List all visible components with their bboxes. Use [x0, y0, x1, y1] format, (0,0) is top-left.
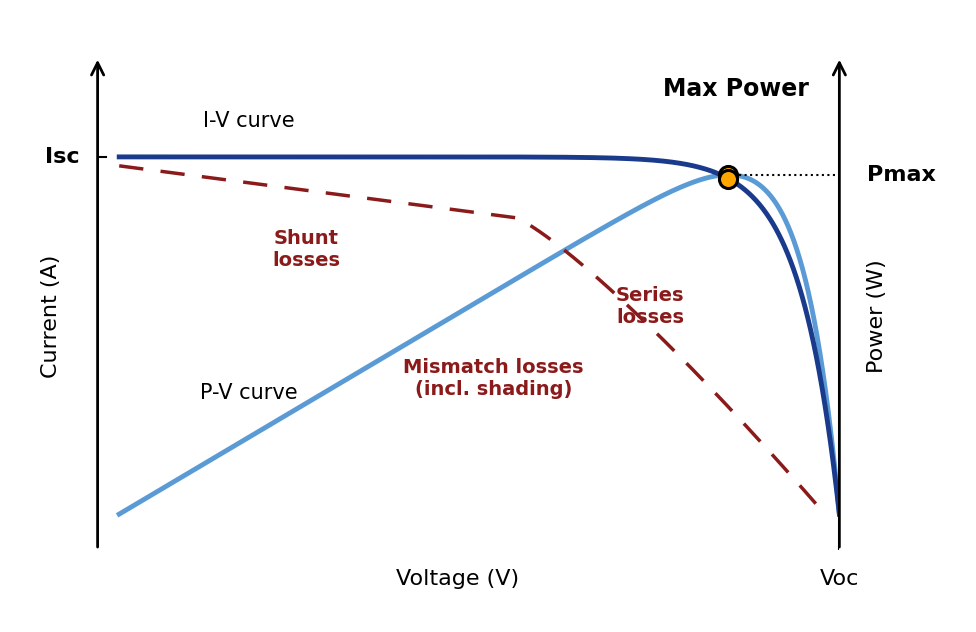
- Text: Mismatch losses
(incl. shading): Mismatch losses (incl. shading): [403, 358, 584, 399]
- Text: Voc: Voc: [820, 569, 859, 590]
- Text: Pmax: Pmax: [867, 165, 936, 185]
- Text: Voltage (V): Voltage (V): [396, 569, 519, 590]
- Text: Power (W): Power (W): [867, 259, 887, 373]
- Text: P-V curve: P-V curve: [200, 382, 298, 403]
- Text: Shunt
losses: Shunt losses: [272, 229, 341, 270]
- Text: Max Power: Max Power: [663, 77, 808, 101]
- Text: I-V curve: I-V curve: [203, 111, 295, 131]
- Text: Current (A): Current (A): [41, 254, 61, 378]
- Text: Isc: Isc: [45, 147, 80, 167]
- Text: Series
losses: Series losses: [616, 286, 684, 327]
